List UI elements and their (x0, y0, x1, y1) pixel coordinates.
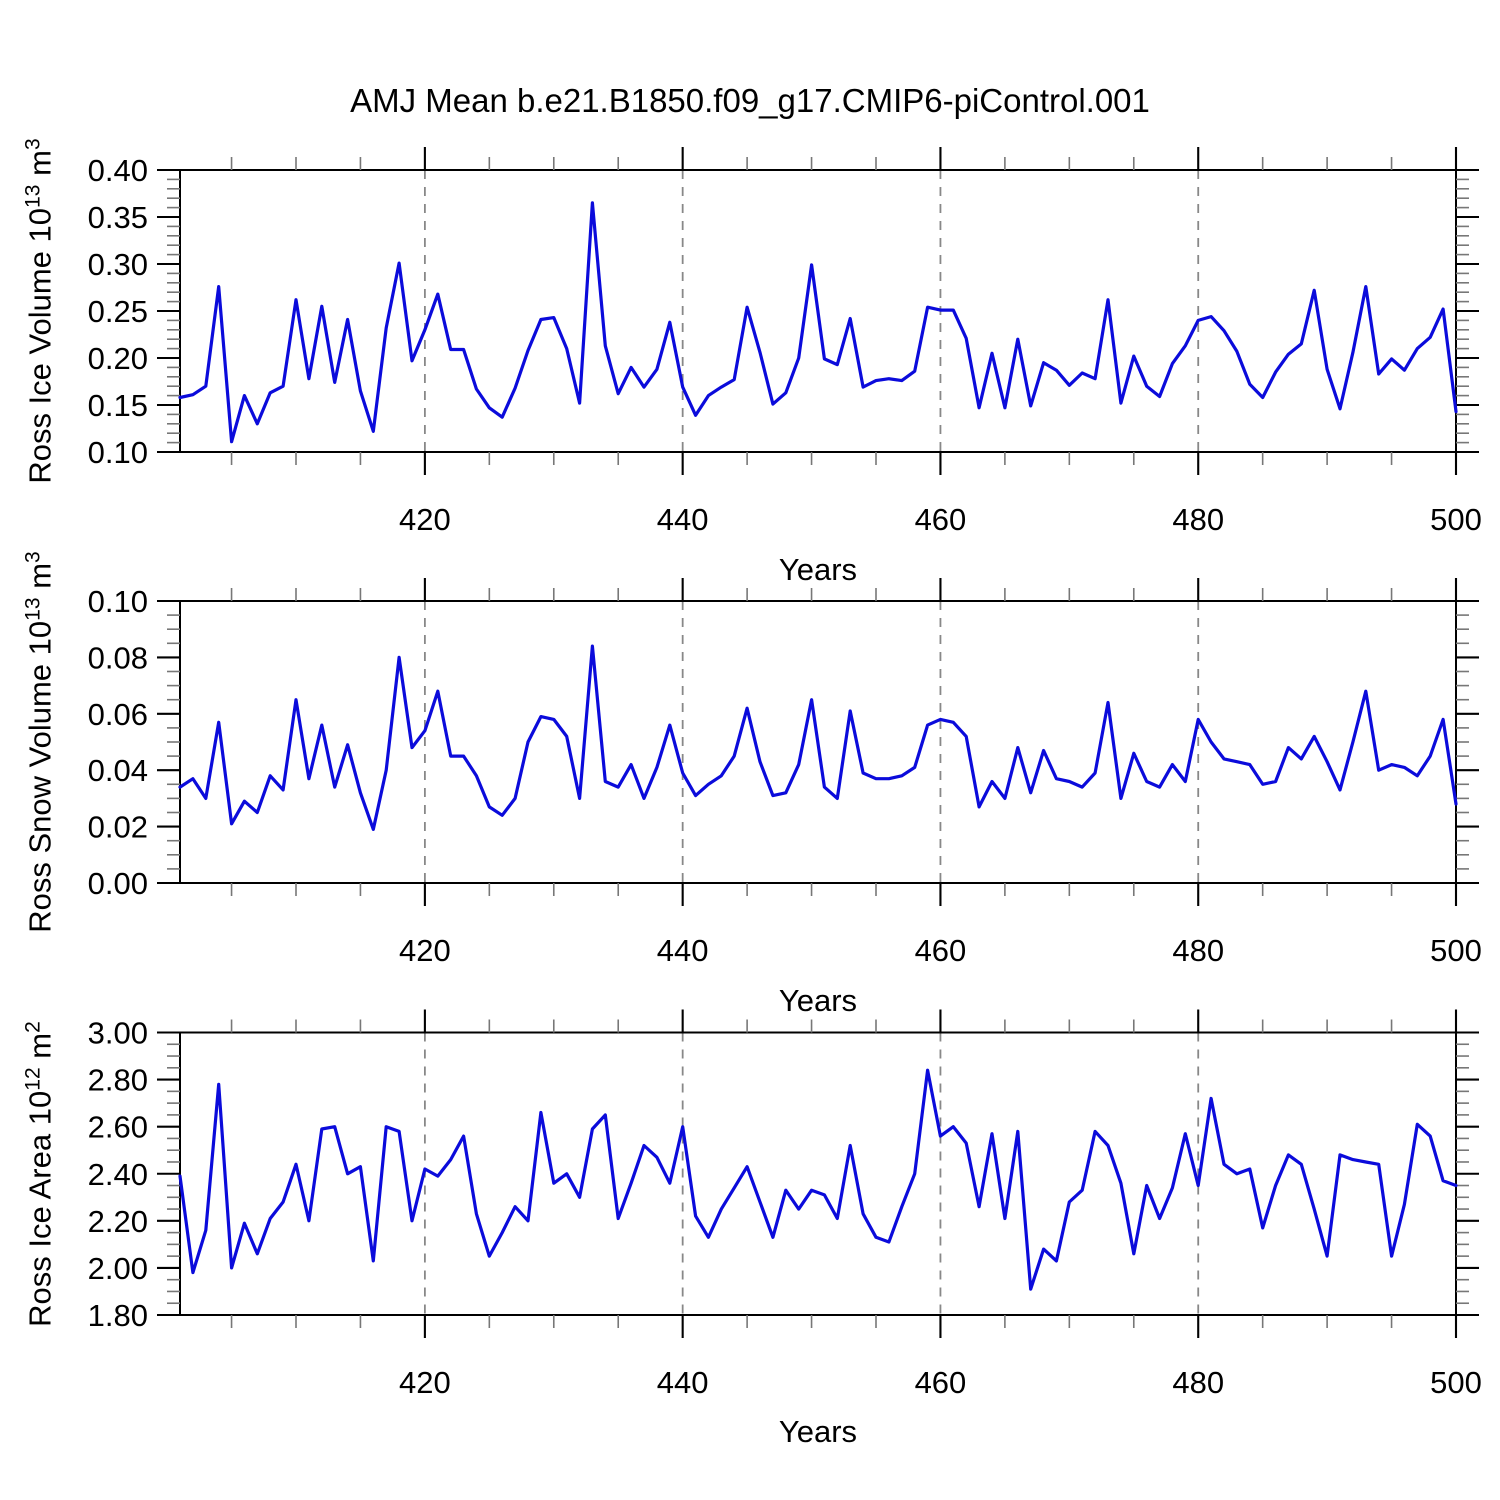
svg-text:440: 440 (657, 1365, 709, 1400)
panel-2-series-line (178, 644, 1458, 832)
svg-text:0.04: 0.04 (88, 753, 148, 788)
unit: m (22, 562, 58, 589)
svg-text:460: 460 (915, 502, 967, 537)
panel-2-x-tick-labels: 420 440 460 480 500 (399, 933, 1482, 968)
panel-3-gridlines (423, 1032, 1200, 1315)
svg-text:0.40: 0.40 (88, 153, 148, 188)
unit: m (22, 1032, 58, 1059)
svg-text:0.10: 0.10 (88, 435, 148, 470)
x-axis-title-panel-1: Years (778, 552, 858, 587)
scale-base: 10 (22, 1090, 58, 1126)
scale-base: 10 (22, 207, 58, 243)
svg-text:0.30: 0.30 (88, 247, 148, 282)
svg-text:2.80: 2.80 (88, 1063, 148, 1098)
scale-exponent: 12 (21, 1067, 45, 1091)
svg-text:420: 420 (399, 1365, 451, 1400)
panel-1-y-tick-labels: 0.10 0.15 0.20 0.25 0.30 0.35 0.40 (88, 153, 148, 470)
panel-1-x-tick-labels: 420 440 460 480 500 (399, 502, 1482, 537)
panel-3-x-tick-labels: 420 440 460 480 500 (399, 1365, 1482, 1400)
svg-text:500: 500 (1430, 933, 1482, 968)
svg-text:2.60: 2.60 (88, 1110, 148, 1145)
x-axis-title-panel-3: Years (778, 1414, 858, 1449)
svg-text:1.80: 1.80 (88, 1298, 148, 1333)
svg-text:3.00: 3.00 (88, 1016, 148, 1051)
panel-3-frame (179, 1031, 1457, 1316)
panel-3-series-line (178, 1068, 1458, 1291)
unit-exponent: 3 (21, 551, 45, 563)
x-axis-title-panel-2: Years (778, 983, 858, 1018)
svg-text:0.10: 0.10 (88, 584, 148, 619)
svg-text:2.40: 2.40 (88, 1157, 148, 1192)
svg-text:0.20: 0.20 (88, 341, 148, 376)
panel-3: 1.80 2.00 2.20 2.40 2.60 2.80 3.00 420 440 460 480… (88, 1009, 1482, 1400)
svg-text:440: 440 (657, 933, 709, 968)
svg-text:480: 480 (1172, 502, 1224, 537)
svg-text:500: 500 (1430, 1365, 1482, 1400)
panel-2-y-tick-labels: 0.00 0.02 0.04 0.06 0.08 0.10 (88, 584, 148, 901)
svg-text:460: 460 (915, 1365, 967, 1400)
svg-text:420: 420 (399, 933, 451, 968)
svg-text:420: 420 (399, 502, 451, 537)
svg-text:480: 480 (1172, 933, 1224, 968)
svg-text:0.08: 0.08 (88, 640, 148, 675)
panel-2-ticks (157, 578, 1479, 906)
scale-base: 10 (22, 620, 58, 656)
panel-1-series-line (178, 201, 1458, 444)
svg-text:2.20: 2.20 (88, 1204, 148, 1239)
unit-exponent: 2 (21, 1021, 45, 1033)
y-axis-title-text: Ross Snow Volume (22, 663, 58, 933)
plot-title: AMJ Mean b.e21.B1850.f09_g17.CMIP6-piCon… (350, 82, 1150, 119)
svg-text:0.25: 0.25 (88, 294, 148, 329)
unit-exponent: 3 (21, 138, 45, 151)
y-axis-title-ice-volume: Ross Ice Volume 1013 m3 (21, 138, 58, 483)
y-axis-title-ice-area: Ross Ice Area 1012 m2 (21, 1021, 58, 1327)
svg-text:2.00: 2.00 (88, 1251, 148, 1286)
svg-text:0.06: 0.06 (88, 697, 148, 732)
svg-text:440: 440 (657, 502, 709, 537)
svg-text:0.00: 0.00 (88, 866, 148, 901)
y-axis-title-text: Ross Ice Volume (22, 251, 58, 484)
svg-text:0.35: 0.35 (88, 200, 148, 235)
panel-1-ticks (157, 147, 1479, 475)
panel-1: 0.10 0.15 0.20 0.25 0.30 0.35 0.40 420 440 460 480… (88, 147, 1482, 537)
svg-text:460: 460 (915, 933, 967, 968)
panel-2: 0.00 0.02 0.04 0.06 0.08 0.10 420 440 460 480 500 (88, 578, 1482, 968)
panel-1-gridlines (423, 170, 1200, 452)
y-axis-title-snow-volume: Ross Snow Volume 1013 m3 (21, 551, 58, 933)
svg-text:480: 480 (1172, 1365, 1224, 1400)
svg-text:0.15: 0.15 (88, 388, 148, 423)
svg-text:0.02: 0.02 (88, 810, 148, 845)
scale-exponent: 13 (21, 597, 45, 621)
svg-text:500: 500 (1430, 502, 1482, 537)
unit: m (22, 150, 58, 176)
scale-exponent: 13 (21, 184, 45, 208)
panel-3-y-tick-labels: 1.80 2.00 2.20 2.40 2.60 2.80 3.00 (88, 1016, 148, 1334)
panel-3-ticks (157, 1009, 1479, 1338)
y-axis-title-text: Ross Ice Area (22, 1133, 58, 1327)
panel-2-gridlines (423, 601, 1200, 883)
